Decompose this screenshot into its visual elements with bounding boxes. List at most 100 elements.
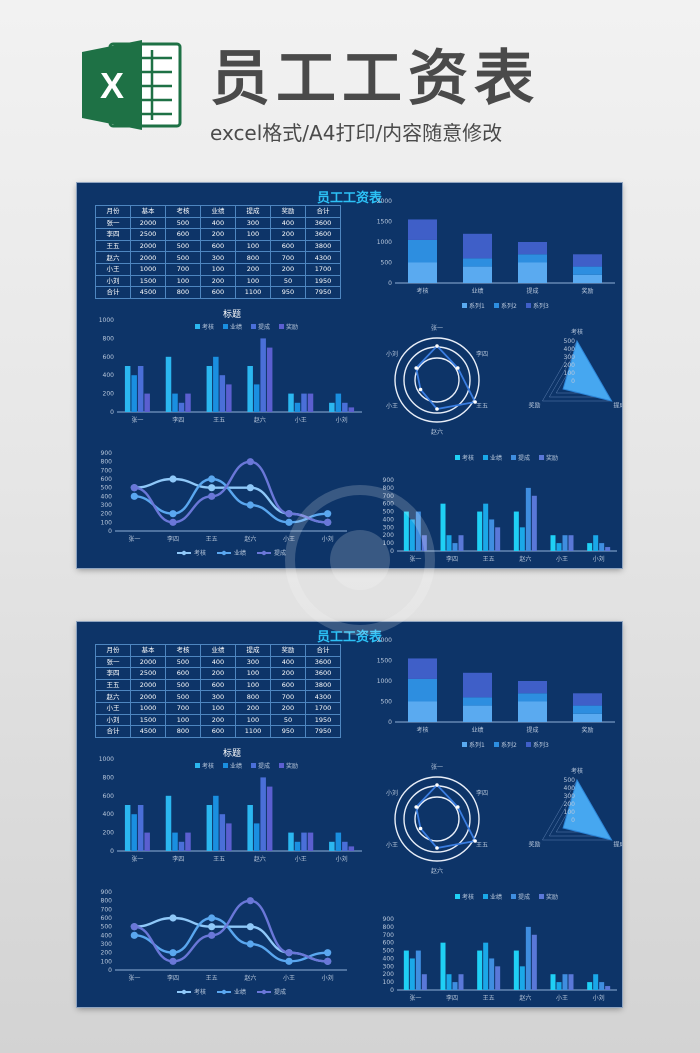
x-tick-label: 李四: [446, 555, 458, 563]
bar: [307, 832, 314, 851]
line-point: [246, 923, 254, 931]
sheet-charts: 0500100015002000考核 业绩 提成 奖励系列1 系列2 系列3标题考核 业绩提…: [99, 637, 622, 1002]
table-cell[interactable]: 3600: [305, 228, 341, 241]
y-tick-label: 600: [103, 354, 115, 361]
table-cell[interactable]: 800: [165, 286, 201, 299]
table-cell[interactable]: 2000: [130, 678, 166, 692]
radar-axis-label: 王五: [476, 403, 488, 410]
bar: [513, 950, 519, 990]
legend-label: 奖励: [286, 762, 298, 770]
table-cell[interactable]: 1950: [305, 713, 341, 727]
legend-label: 系列3: [533, 302, 549, 310]
legend-swatch: [455, 894, 460, 899]
table-cell[interactable]: 张一: [95, 655, 131, 669]
y-tick-label: 300: [101, 502, 113, 509]
line-point: [285, 949, 293, 957]
table-cell[interactable]: 2000: [130, 655, 166, 669]
table-cell[interactable]: 奖励: [270, 205, 306, 218]
legend-label: 系列3: [533, 741, 549, 749]
table-cell[interactable]: 950: [270, 725, 306, 738]
y-tick-label: 0: [388, 719, 392, 726]
table-cell[interactable]: 800: [165, 725, 201, 738]
bar: [124, 366, 131, 412]
radar-axis-label: 小王: [386, 402, 398, 410]
bar: [525, 487, 531, 551]
table-cell[interactable]: 合计: [305, 644, 341, 657]
bar: [519, 966, 525, 990]
y-tick-label: 400: [383, 516, 395, 523]
bar: [519, 527, 525, 551]
bar: [440, 503, 446, 551]
x-tick-label: 考核: [416, 726, 428, 734]
legend-label: 考核: [202, 323, 214, 331]
y-tick-label: 1000: [377, 239, 392, 246]
table-row: 赵六 2000 500 300 800 700 4300: [95, 690, 341, 703]
table-cell[interactable]: 7950: [305, 725, 341, 738]
line-point: [285, 518, 293, 526]
radar-axis-label: 奖励: [529, 841, 541, 849]
bar: [301, 832, 307, 851]
table-cell[interactable]: 600: [165, 667, 201, 680]
table-cell[interactable]: 600: [200, 239, 236, 253]
y-tick-label: 0: [390, 548, 394, 555]
radar-axis-label: 李四: [476, 350, 488, 358]
y-tick-label: 800: [101, 459, 113, 466]
table-cell[interactable]: 400: [270, 216, 306, 230]
table-cell[interactable]: 李四: [95, 228, 131, 241]
table-cell[interactable]: 200: [270, 701, 306, 715]
table-cell[interactable]: 3800: [305, 678, 341, 692]
table-cell[interactable]: 400: [200, 655, 236, 669]
x-tick-label: 业绩: [471, 287, 483, 295]
y-tick-label: 400: [383, 955, 395, 962]
table-cell[interactable]: 合计: [305, 205, 341, 218]
table-cell[interactable]: 50: [270, 713, 306, 727]
line-point: [324, 518, 332, 526]
table-cell[interactable]: 200: [270, 667, 306, 680]
radar-tick-label: 0: [571, 378, 575, 385]
bar: [260, 338, 266, 412]
radar-point: [435, 407, 439, 411]
radar-ring: [414, 796, 460, 842]
line-point: [285, 957, 293, 965]
y-tick-label: 200: [101, 511, 113, 518]
table-cell[interactable]: 1700: [305, 701, 341, 715]
radar-tick-label: 300: [564, 793, 576, 800]
bar: [556, 543, 562, 551]
table-cell[interactable]: 3800: [305, 239, 341, 253]
x-tick-label: 张一: [409, 555, 421, 563]
table-cell[interactable]: 3600: [305, 216, 341, 230]
legend-swatch: [539, 894, 544, 899]
y-tick-label: 100: [101, 958, 113, 965]
table-cell[interactable]: 600: [270, 678, 306, 692]
table-cell[interactable]: 3600: [305, 667, 341, 680]
table-row: 小刘 1500 100 200 100 50 1950: [95, 713, 341, 727]
legend-swatch: [251, 763, 256, 768]
table-cell[interactable]: 4500: [130, 725, 166, 738]
legend-label: 提成: [518, 893, 530, 901]
svg-text:X: X: [100, 65, 124, 106]
table-cell[interactable]: 100: [235, 667, 271, 680]
radar-area: [562, 339, 613, 402]
table-cell[interactable]: 7950: [305, 286, 341, 299]
table-cell[interactable]: 王五: [95, 239, 131, 253]
table-cell[interactable]: 600: [200, 678, 236, 692]
bar: [165, 795, 172, 851]
bar: [415, 950, 421, 990]
legend-label: 考核: [202, 762, 214, 770]
bar: [206, 366, 213, 412]
table-cell[interactable]: 奖励: [270, 644, 306, 657]
table-header-row: 月份 基本 考核 业绩 提成 奖励 合计: [95, 205, 341, 218]
x-tick-label: 小王: [556, 994, 568, 1002]
bar: [213, 356, 219, 412]
line-point: [130, 931, 138, 939]
legend-label: 考核: [462, 454, 474, 462]
bar: [342, 841, 348, 851]
table-cell[interactable]: 3600: [305, 655, 341, 669]
table-cell[interactable]: 4300: [305, 690, 341, 703]
y-tick-label: 200: [103, 830, 115, 837]
bar: [463, 672, 492, 698]
